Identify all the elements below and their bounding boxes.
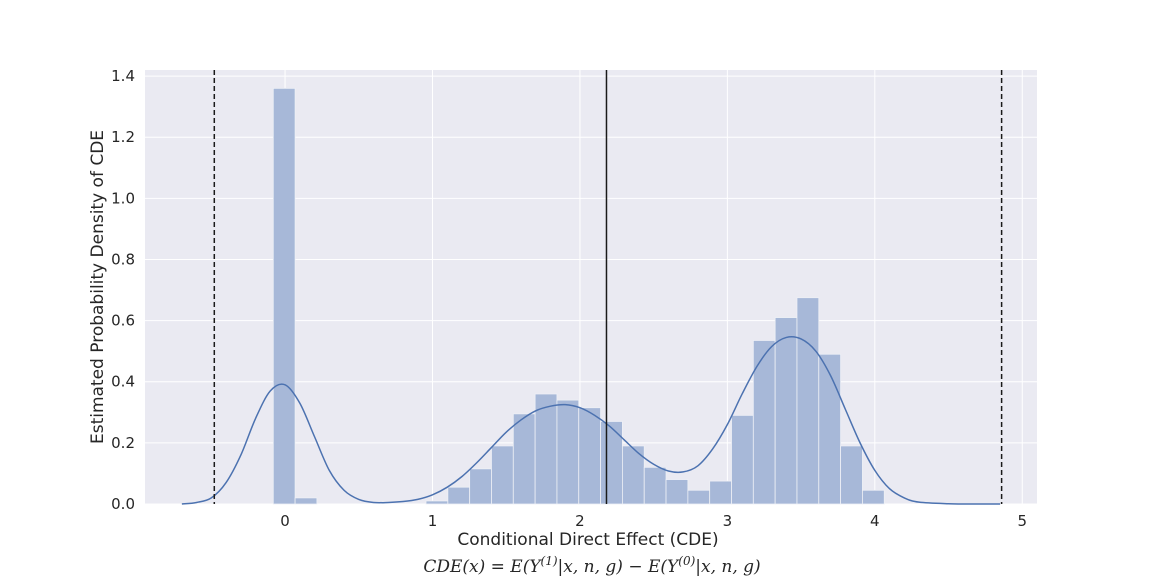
histogram-bar — [600, 421, 623, 505]
histogram-bar — [469, 468, 492, 505]
x-axis-formula: CDE(x) = E(Y(1)|x, n, g) − E(Y(0)|x, n, … — [423, 554, 760, 576]
histogram-bar — [272, 87, 296, 505]
histogram-bar — [709, 480, 732, 505]
x-tick-label: 3 — [723, 512, 733, 530]
y-tick-label: 1.4 — [111, 67, 135, 85]
y-tick-label: 1.0 — [111, 189, 135, 207]
x-tick-label: 5 — [1017, 512, 1027, 530]
histogram-bar — [556, 399, 580, 505]
histogram-bar — [818, 353, 842, 505]
y-tick-label: 0.6 — [111, 312, 135, 330]
x-tick-label: 0 — [280, 512, 290, 530]
y-tick-label: 1.2 — [111, 128, 135, 146]
histogram-bar — [425, 500, 449, 505]
histogram-bar — [512, 413, 536, 505]
histogram-bar — [796, 297, 820, 505]
y-tick-labels: 0.0 0.2 0.4 0.6 0.8 1.0 1.2 1.4 — [111, 67, 135, 513]
histogram-bar — [534, 393, 558, 505]
histogram-bar — [731, 414, 754, 505]
histogram-bar — [294, 497, 318, 505]
histogram-bar — [447, 486, 471, 505]
histogram-bar — [491, 445, 514, 505]
x-axis-label: Conditional Direct Effect (CDE) — [457, 530, 718, 550]
histogram-bar — [665, 479, 689, 505]
y-tick-label: 0.2 — [111, 434, 135, 452]
histogram-bar — [862, 489, 885, 505]
x-tick-label: 1 — [428, 512, 438, 530]
y-tick-label: 0.0 — [111, 495, 135, 513]
histogram-bar — [752, 340, 776, 505]
x-tick-labels: 0 1 2 3 4 5 — [280, 512, 1027, 530]
x-tick-label: 2 — [575, 512, 585, 530]
x-tick-label: 4 — [870, 512, 880, 530]
reference-lines — [213, 70, 1003, 504]
histogram-bar — [643, 466, 667, 505]
histogram-bar — [840, 445, 863, 505]
y-tick-label: 0.4 — [111, 373, 135, 391]
histogram-bar — [578, 407, 601, 505]
kde-curve — [181, 335, 1001, 505]
histogram-bar — [687, 489, 711, 505]
y-axis-label: Estimated Probability Density of CDE — [88, 130, 108, 444]
y-tick-label: 0.8 — [111, 250, 135, 268]
histogram-bar — [774, 317, 798, 505]
